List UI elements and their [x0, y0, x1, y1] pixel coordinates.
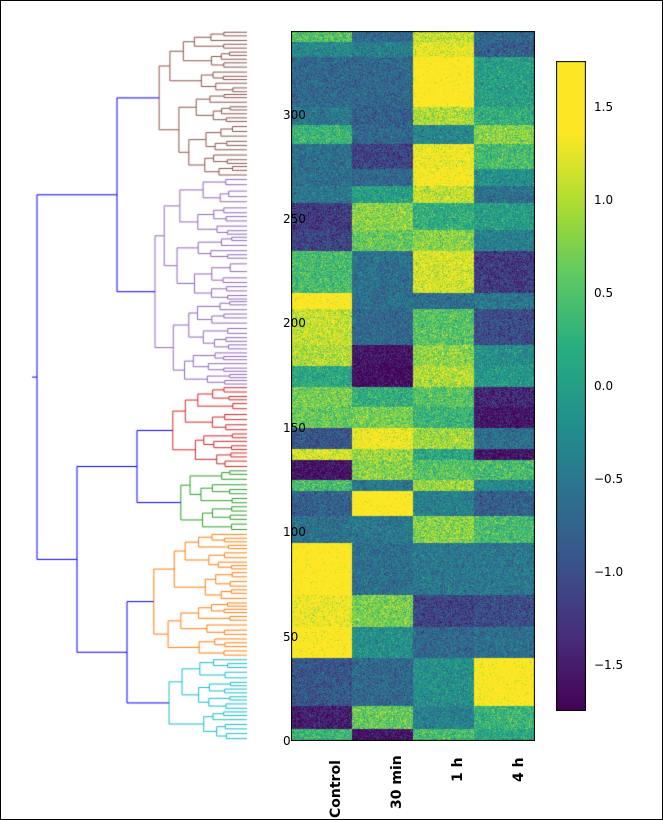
dendrogram-canvas — [16, 31, 251, 741]
column-label-1: 30 min — [389, 755, 405, 809]
colorbar-tick-6: 1.5 — [594, 100, 613, 114]
colorbar-tick-5: 1.0 — [594, 193, 613, 207]
colorbar-tick-2: −0.5 — [594, 472, 623, 486]
colorbar-tick-4: 0.5 — [594, 286, 613, 300]
colorbar-tick-1: −1.0 — [594, 565, 623, 579]
column-label-3: 4 h — [511, 757, 527, 782]
column-label-0: Control — [328, 760, 344, 818]
colorbar-tick-0: −1.5 — [594, 658, 623, 672]
figure-stage: 050100150200250300 Control30 min1 h4 h −… — [0, 0, 663, 820]
colorbar-tick-3: 0.0 — [594, 379, 613, 393]
heatmap-canvas — [291, 31, 535, 741]
column-label-2: 1 h — [450, 757, 466, 782]
colorbar-canvas — [556, 61, 586, 711]
